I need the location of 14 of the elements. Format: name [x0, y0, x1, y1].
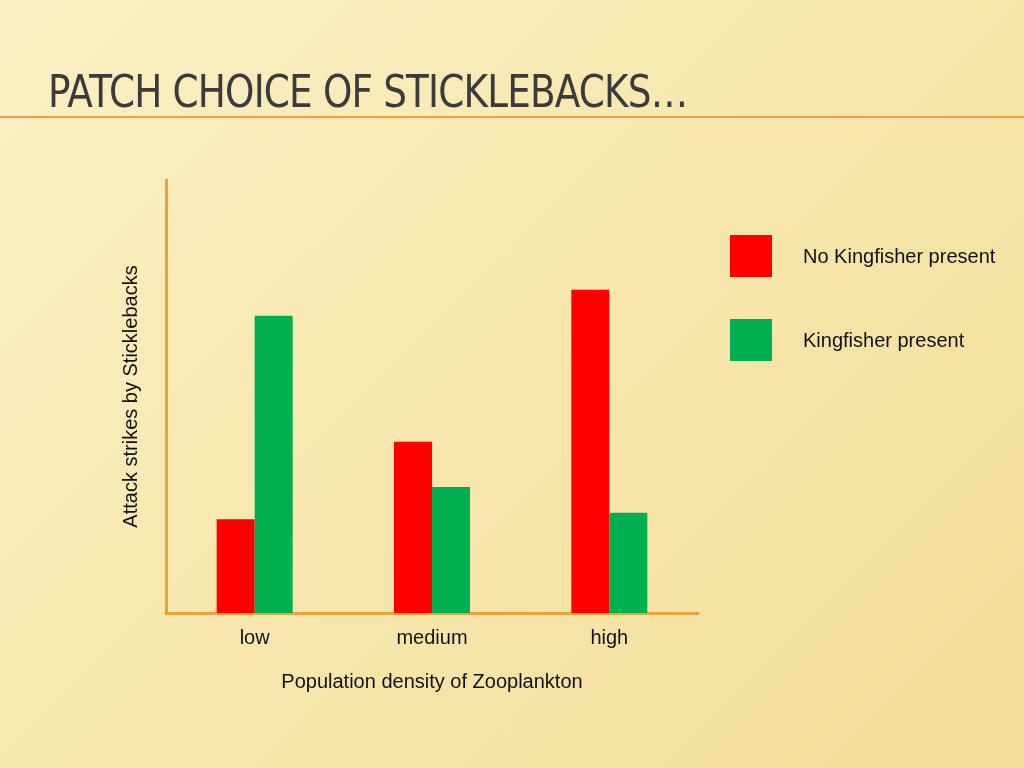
- bar: [609, 512, 648, 613]
- bar: [432, 486, 470, 613]
- x-tick-label: low: [239, 626, 271, 648]
- chart-title: PATCH CHOICE OF STICKLEBACKS…: [48, 66, 688, 117]
- x-tick-label: high: [590, 626, 629, 648]
- y-axis-title: Attack strikes by Sticklebacks: [119, 265, 141, 528]
- bar: [394, 441, 432, 613]
- bar: [254, 315, 293, 613]
- bar: [571, 289, 610, 613]
- legend-label: Kingfisher present: [803, 329, 965, 351]
- x-axis-title: Population density of Zooplankton: [281, 670, 583, 692]
- legend-label: No Kingfisher present: [803, 245, 996, 267]
- x-tick-label: medium: [396, 626, 468, 648]
- bar: [216, 519, 255, 613]
